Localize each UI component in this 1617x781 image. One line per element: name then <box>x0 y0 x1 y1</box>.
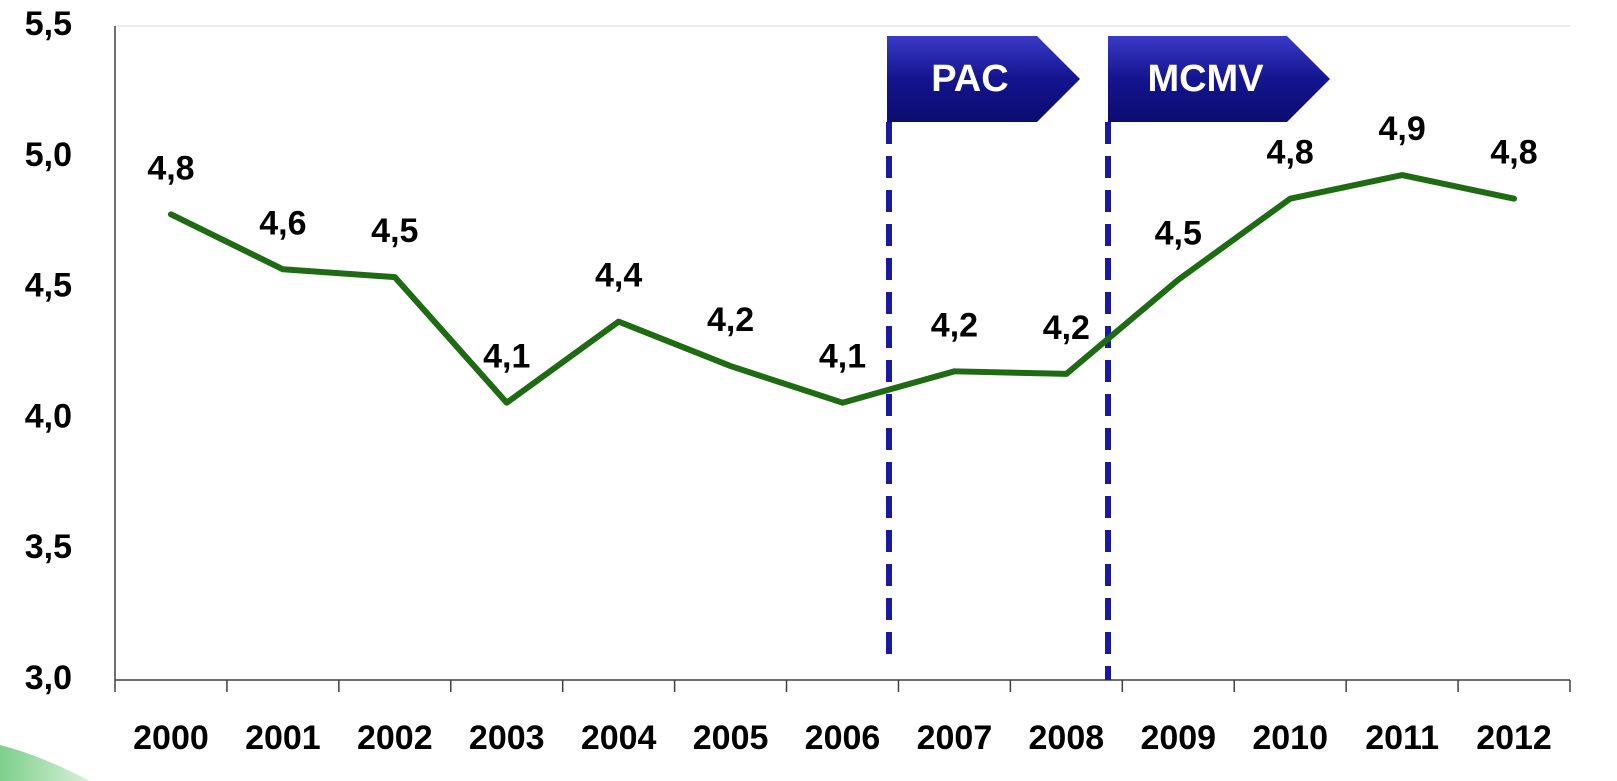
data-label: 4,2 <box>931 306 978 344</box>
annotation-banner <box>1108 36 1330 122</box>
data-label: 4,8 <box>1490 134 1537 172</box>
x-tick-label: 2004 <box>581 719 657 757</box>
x-tick-label: 2001 <box>245 719 321 757</box>
data-label: 4,2 <box>707 301 754 339</box>
annotation-label: MCMV <box>1147 58 1264 100</box>
data-label: 4,8 <box>1267 134 1314 172</box>
data-label: 4,2 <box>1043 309 1090 347</box>
x-tick-label: 2010 <box>1252 719 1328 757</box>
data-label: 4,5 <box>1155 215 1202 253</box>
annotation-label: PAC <box>931 58 1008 100</box>
y-tick-label: 4,0 <box>25 397 72 435</box>
data-label: 4,6 <box>259 204 306 242</box>
x-tick-label: 2006 <box>805 719 881 757</box>
y-tick-label: 4,5 <box>25 267 72 305</box>
x-tick-label: 2002 <box>357 719 433 757</box>
decor-swoosh <box>0 745 90 781</box>
data-label: 4,4 <box>595 257 642 295</box>
y-tick-label: 5,0 <box>25 136 72 174</box>
y-tick-label: 5,5 <box>25 5 72 43</box>
annotation-banner <box>887 36 1080 122</box>
data-line <box>167 172 1518 406</box>
y-tick-label: 3,5 <box>25 528 72 566</box>
x-tick-label: 2009 <box>1140 719 1216 757</box>
data-label: 4,5 <box>371 212 418 250</box>
data-label: 4,9 <box>1378 110 1425 148</box>
x-tick-label: 2000 <box>133 719 209 757</box>
y-tick-label: 3,0 <box>25 659 72 697</box>
x-tick-label: 2003 <box>469 719 545 757</box>
x-tick-label: 2011 <box>1365 719 1439 757</box>
x-tick-label: 2005 <box>693 719 769 757</box>
x-tick-label: 2012 <box>1476 719 1552 757</box>
x-tick-label: 2007 <box>917 719 993 757</box>
data-label: 4,1 <box>483 338 530 376</box>
data-label: 4,8 <box>147 149 194 187</box>
data-label: 4,1 <box>819 338 866 376</box>
x-tick-label: 2008 <box>1029 719 1105 757</box>
